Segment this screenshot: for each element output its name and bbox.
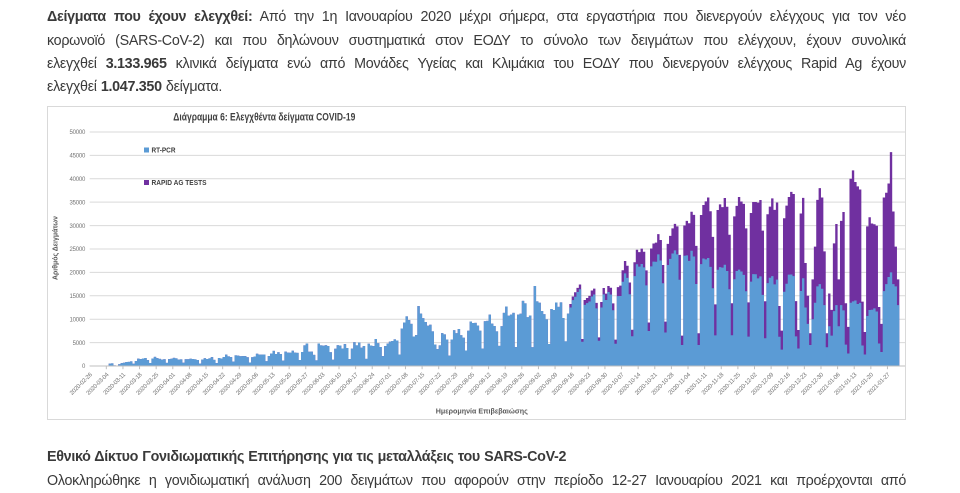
- svg-text:30000: 30000: [70, 224, 87, 230]
- svg-text:10000: 10000: [70, 317, 87, 323]
- svg-text:5000: 5000: [73, 341, 86, 347]
- svg-text:50000: 50000: [70, 130, 87, 136]
- svg-text:20000: 20000: [70, 271, 87, 277]
- svg-text:35000: 35000: [70, 200, 87, 206]
- svg-text:Αριθμός Δειγμάτων: Αριθμός Δειγμάτων: [52, 216, 59, 280]
- svg-text:45000: 45000: [70, 154, 87, 160]
- svg-text:15000: 15000: [70, 294, 87, 300]
- svg-text:RT-PCR: RT-PCR: [152, 148, 176, 155]
- svg-text:40000: 40000: [70, 177, 87, 183]
- svg-text:25000: 25000: [70, 247, 87, 253]
- svg-text:0: 0: [82, 364, 86, 370]
- svg-text:RAPID AG TESTS: RAPID AG TESTS: [152, 180, 207, 187]
- svg-text:Διάγραμμα 6: Ελεγχθέντα δείγμα: Διάγραμμα 6: Ελεγχθέντα δείγματα COVID-1…: [173, 111, 355, 123]
- svg-text:Ημερομηνία Επιβεβαιώσης: Ημερομηνία Επιβεβαιώσης: [436, 408, 528, 415]
